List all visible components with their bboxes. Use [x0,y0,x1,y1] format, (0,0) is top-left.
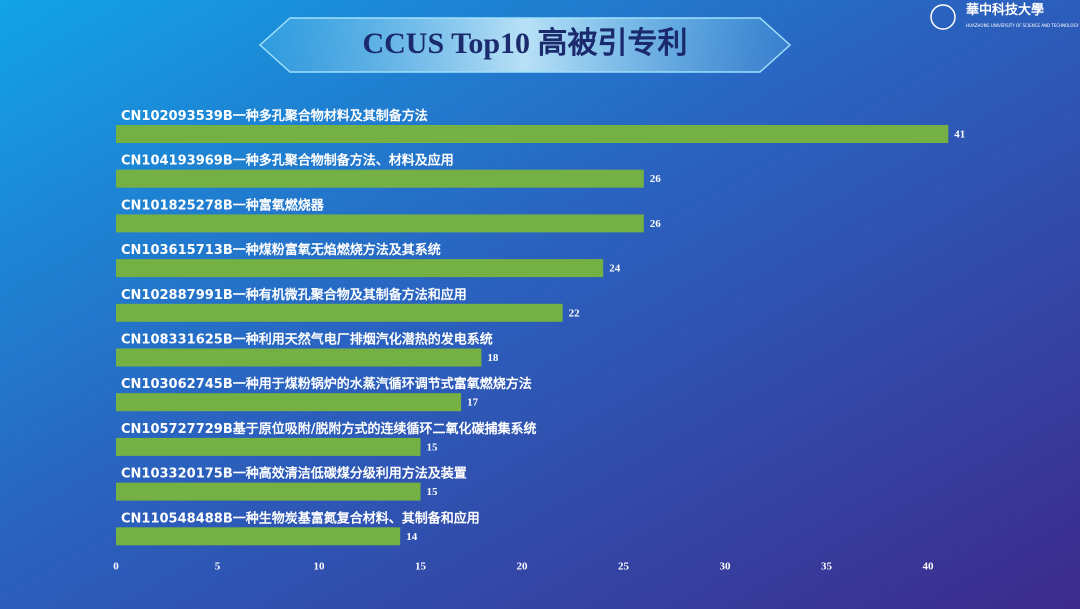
x-tick-label: 35 [821,561,833,573]
x-tick-label: 15 [415,561,427,573]
value-label: 41 [954,129,965,141]
chart-title: CCUS Top10 高被引专利 [362,27,687,60]
logo-emblem [930,4,956,30]
value-label: 17 [467,397,479,409]
value-label: 22 [569,307,581,319]
category-label: CN104193969B一种多孔聚合物制备方法、材料及应用 [121,153,454,169]
bar [116,482,421,501]
x-tick-label: 40 [923,561,935,573]
x-tick-label: 25 [618,561,630,573]
category-label: CN103615713B一种煤粉富氧无焰燃烧方法及其系统 [121,242,441,258]
x-tick-label: 0 [113,561,119,573]
bar [116,527,401,546]
category-label: CN103062745B一种用于煤粉锅炉的水蒸汽循环调节式富氧燃烧方法 [121,376,532,392]
category-label: CN102093539B一种多孔聚合物材料及其制备方法 [121,108,428,124]
bar [116,125,949,143]
logo-subtitle: HUAZHONG UNIVERSITY OF SCIENCE AND TECHN… [966,23,1079,28]
x-tick-label: 20 [517,561,529,573]
category-label: CN105727729B基于原位吸附/脱附方式的连续循环二氧化碳捕集系统 [121,421,537,437]
bar [116,259,604,278]
value-label: 15 [427,441,439,453]
value-label: 26 [650,218,662,230]
x-tick-label: 5 [215,561,221,573]
value-label: 18 [487,352,499,364]
category-label: CN110548488B一种生物炭基富氮复合材料、其制备和应用 [121,510,480,526]
x-tick-label: 30 [720,561,732,573]
category-label: CN102887991B一种有机微孔聚合物及其制备方法和应用 [121,287,467,303]
value-label: 24 [609,263,621,275]
category-label: CN101825278B一种富氧燃烧器 [121,197,325,213]
value-label: 14 [406,531,418,543]
category-label: CN108331625B一种利用天然气电厂排烟汽化潜热的发电系统 [121,332,493,348]
bar [116,169,644,188]
bar [116,393,462,412]
bar [116,348,482,367]
bar [116,214,644,233]
title-banner [258,17,792,73]
bar [116,303,563,322]
bar [116,437,421,456]
logo-name: 華中科技大學 [966,2,1044,18]
category-label: CN103320175B一种高效清洁低碳煤分级利用方法及装置 [121,466,467,482]
x-tick-label: 10 [314,561,326,573]
value-label: 26 [650,173,662,185]
value-label: 15 [427,486,439,498]
